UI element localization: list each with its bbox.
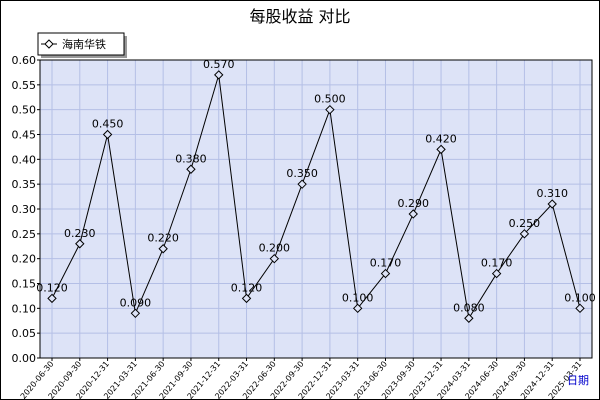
- data-point-marker: [575, 303, 585, 314]
- data-point-marker: [436, 144, 446, 155]
- legend-box: [37, 32, 125, 56]
- data-label: 0.120: [36, 281, 68, 294]
- data-label: 0.220: [147, 232, 179, 245]
- data-label: 0.080: [453, 301, 485, 314]
- data-point-marker: [241, 293, 252, 304]
- data-label: 0.290: [398, 197, 430, 210]
- data-label: 0.450: [92, 118, 124, 131]
- legend: 海南华铁: [37, 32, 127, 58]
- data-label: 0.170: [481, 257, 513, 270]
- data-label: 0.170: [370, 257, 402, 270]
- data-label: 0.500: [314, 93, 346, 106]
- y-tick-label: 0.05: [12, 327, 37, 340]
- data-point-marker: [186, 164, 196, 174]
- data-point-marker: [325, 104, 335, 115]
- data-label: 0.380: [175, 152, 207, 165]
- grid-lines: [39, 59, 593, 359]
- data-label: 0.120: [231, 281, 263, 294]
- data-label: 0.090: [120, 296, 152, 309]
- y-tick-label: 0.45: [12, 129, 37, 142]
- data-label: 0.310: [536, 187, 568, 200]
- y-tick-label: 0.60: [12, 54, 37, 67]
- data-point-marker: [47, 293, 57, 304]
- data-label: 0.570: [203, 58, 235, 71]
- y-tick-label: 0.00: [12, 352, 37, 365]
- data-point-marker: [214, 70, 224, 80]
- data-point-marker: [491, 268, 502, 279]
- y-tick-label: 0.15: [12, 278, 37, 291]
- data-label: 0.230: [64, 227, 96, 240]
- data-label: 0.200: [259, 242, 291, 255]
- series-line: 0.120 0.230 0.450 0.090 0.220 0.380 0.570 0.120…: [36, 58, 596, 323]
- data-label: 0.100: [564, 291, 596, 304]
- data-point-marker: [519, 229, 530, 239]
- y-tick-label: 0.50: [12, 104, 37, 117]
- data-point-marker: [547, 199, 557, 209]
- y-tick-label: 0.10: [12, 302, 37, 315]
- legend-diamond-marker: [44, 39, 54, 49]
- y-axis: 0.00 0.05 0.10 0.15 0.20 0.25 0.30 0.35 0.40 0.45…: [12, 54, 40, 365]
- y-tick-label: 0.55: [12, 79, 37, 92]
- data-point-marker: [352, 303, 363, 314]
- data-label: 0.350: [286, 167, 318, 180]
- data-point-marker: [130, 308, 141, 319]
- data-point-marker: [75, 239, 85, 249]
- data-label: 0.100: [342, 291, 374, 304]
- y-tick-label: 0.35: [12, 178, 37, 191]
- y-tick-label: 0.30: [12, 203, 37, 216]
- series-polyline: [51, 74, 581, 320]
- y-tick-label: 0.20: [12, 253, 37, 266]
- y-tick-label: 0.25: [12, 228, 37, 241]
- data-label: 0.250: [509, 217, 541, 230]
- data-point-marker: [297, 179, 307, 189]
- data-point-marker: [380, 268, 391, 279]
- data-point-marker: [102, 129, 113, 140]
- x-axis: 2020-06-302020-09-302020-12-312021-03-31…: [19, 358, 584, 400]
- data-point-marker: [408, 209, 418, 219]
- data-point-marker: [158, 244, 168, 254]
- chart-title: 每股收益 对比: [249, 7, 350, 26]
- legend-label: 海南华铁: [62, 37, 106, 51]
- data-point-marker: [464, 313, 474, 323]
- x-axis-title: 日期: [567, 374, 589, 387]
- y-tick-label: 0.40: [12, 153, 37, 166]
- data-label: 0.420: [425, 132, 457, 145]
- data-point-marker: [269, 253, 280, 264]
